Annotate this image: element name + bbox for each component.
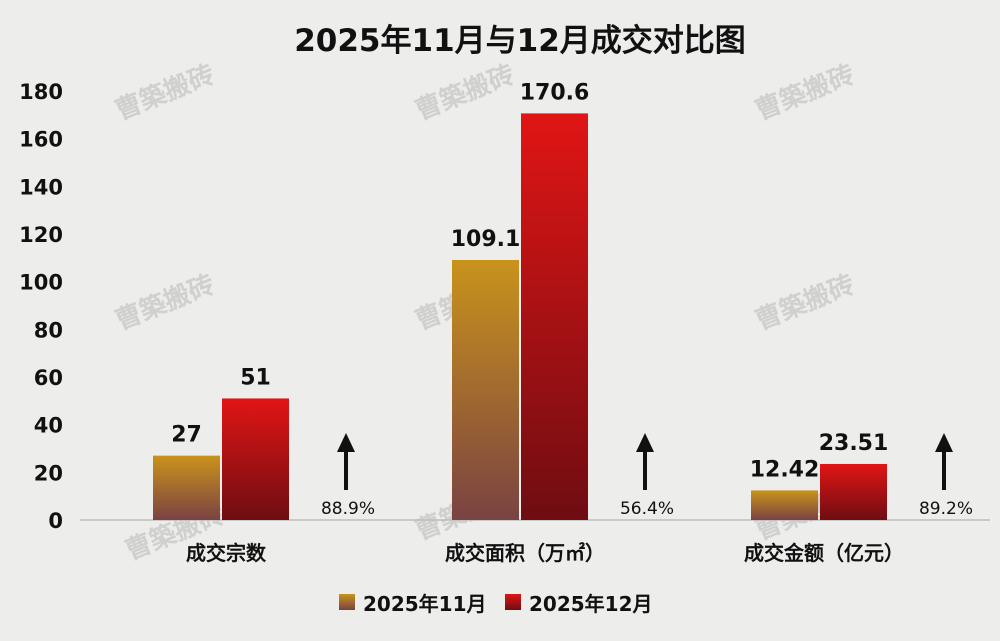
legend: 2025年11月 2025年12月	[339, 592, 653, 616]
watermark-text: 曹築搬砖	[111, 59, 219, 127]
y-tick-label: 100	[19, 271, 63, 295]
bar	[751, 490, 818, 520]
y-tick-label: 80	[34, 318, 63, 342]
bar	[153, 455, 220, 520]
legend-swatch	[339, 594, 355, 610]
y-tick-label: 180	[19, 80, 63, 104]
legend-label: 2025年12月	[529, 592, 653, 616]
bar	[521, 113, 588, 521]
bar	[452, 259, 519, 520]
legend-swatch	[505, 594, 521, 610]
watermark-text: 曹築搬砖	[411, 59, 519, 127]
category-label: 成交面积（万㎡）	[445, 541, 605, 565]
y-axis: 0 20 40 60 80 100 120 140 160 180	[19, 80, 63, 533]
growth-label: 56.4%	[620, 499, 674, 519]
category-label: 成交宗数	[186, 541, 267, 565]
y-tick-label: 60	[34, 366, 63, 390]
data-label: 51	[240, 365, 271, 390]
data-label: 27	[171, 423, 202, 448]
y-tick-label: 20	[34, 461, 63, 485]
bar	[222, 398, 289, 520]
up-arrow-head-icon	[935, 433, 953, 452]
data-label: 23.51	[819, 431, 889, 456]
watermark-text: 曹築搬砖	[751, 59, 859, 127]
up-arrow-head-icon	[337, 433, 355, 452]
growth-label: 89.2%	[919, 499, 973, 519]
y-tick-label: 40	[34, 414, 63, 438]
data-label: 12.42	[750, 457, 820, 482]
category-labels: 成交宗数 成交面积（万㎡） 成交金额（亿元）	[186, 541, 904, 565]
up-arrow-head-icon	[636, 433, 654, 452]
chart-title: 2025年11月与12月成交对比图	[294, 23, 746, 59]
data-label: 170.6	[520, 80, 590, 105]
data-label: 109.1	[451, 227, 521, 252]
y-tick-label: 140	[19, 175, 63, 199]
watermark-text: 曹築搬砖	[751, 269, 859, 337]
watermark-text: 曹築搬砖	[111, 269, 219, 337]
growth-label: 88.9%	[321, 499, 375, 519]
bar	[820, 463, 887, 520]
y-tick-label: 0	[48, 509, 63, 533]
legend-label: 2025年11月	[363, 592, 487, 616]
y-tick-label: 120	[19, 223, 63, 247]
category-label: 成交金额（亿元）	[744, 541, 904, 565]
y-tick-label: 160	[19, 128, 63, 152]
